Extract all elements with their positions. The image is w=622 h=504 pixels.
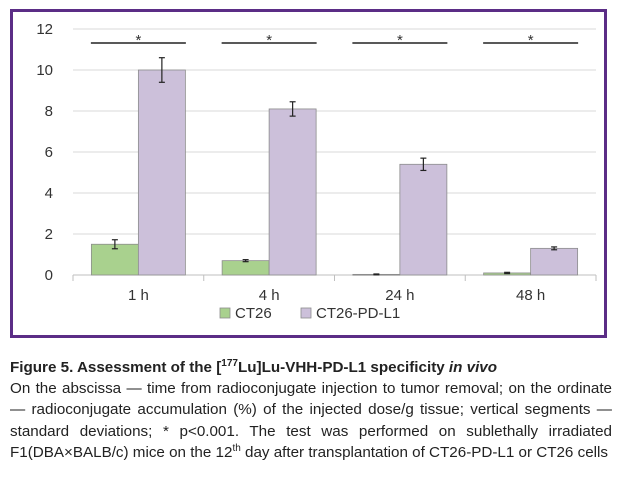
significance-star: *	[528, 32, 534, 49]
y-axis-ticks: 0 2 4 6 8 10 12	[36, 21, 53, 284]
figure-caption: Figure 5. Assessment of the [177Lu]Lu-VH…	[10, 357, 612, 463]
significance-star: *	[266, 32, 272, 49]
legend-label: CT26	[235, 305, 272, 322]
bar	[399, 163, 448, 276]
y-tick-label: 12	[36, 21, 53, 38]
y-tick-label: 10	[36, 62, 53, 79]
x-tick-label: 1 h	[128, 287, 149, 304]
bar-chart: 0 2 4 6 8 10 12 * * * * 1 h 4 h 24 h 48 h CT26 CT26-P…	[36, 21, 597, 322]
bar	[221, 260, 270, 276]
x-tick-label: 24 h	[385, 287, 414, 304]
caption-title-prefix: Figure 5. Assessment of the [	[10, 359, 222, 376]
caption-title: Figure 5. Assessment of the [177Lu]Lu-VH…	[10, 357, 612, 378]
y-tick-label: 4	[45, 185, 53, 202]
legend: CT26 CT26-PD-L1	[219, 305, 400, 322]
bars	[90, 69, 579, 276]
caption-body-text: On the abscissa — time from radioconjuga…	[10, 380, 612, 461]
legend-label: CT26-PD-L1	[316, 305, 400, 322]
caption-title-sup: 177	[221, 357, 238, 369]
y-tick-label: 6	[45, 144, 53, 161]
x-tick-label: 4 h	[259, 287, 280, 304]
significance-star: *	[397, 32, 403, 49]
y-tick-label: 2	[45, 226, 53, 243]
legend-swatch	[300, 307, 312, 319]
x-axis-ticks: 1 h 4 h 24 h 48 h	[72, 275, 597, 304]
y-tick-label: 0	[45, 267, 53, 284]
bar	[530, 247, 579, 276]
chart-frame: 0 2 4 6 8 10 12 * * * * 1 h 4 h 24 h 48 h CT26 CT26-P…	[10, 9, 607, 338]
error-bars	[111, 57, 558, 276]
caption-body-sup: th	[232, 442, 241, 454]
y-tick-label: 8	[45, 103, 53, 120]
legend-swatch	[219, 307, 231, 319]
significance-markers: * * * *	[90, 32, 579, 49]
bar	[90, 243, 139, 276]
caption-title-mid: Lu]Lu-VHH-PD-L1 specificity	[237, 359, 449, 376]
bar	[268, 108, 317, 276]
x-tick-label: 48 h	[516, 287, 545, 304]
bar	[137, 69, 186, 276]
significance-star: *	[135, 32, 141, 49]
caption-title-italic: in vivo	[448, 359, 498, 376]
caption-body-text-end: day after transplantation of CT26-PD-L1 …	[240, 443, 608, 461]
caption-body: On the abscissa — time from radioconjuga…	[10, 378, 612, 463]
